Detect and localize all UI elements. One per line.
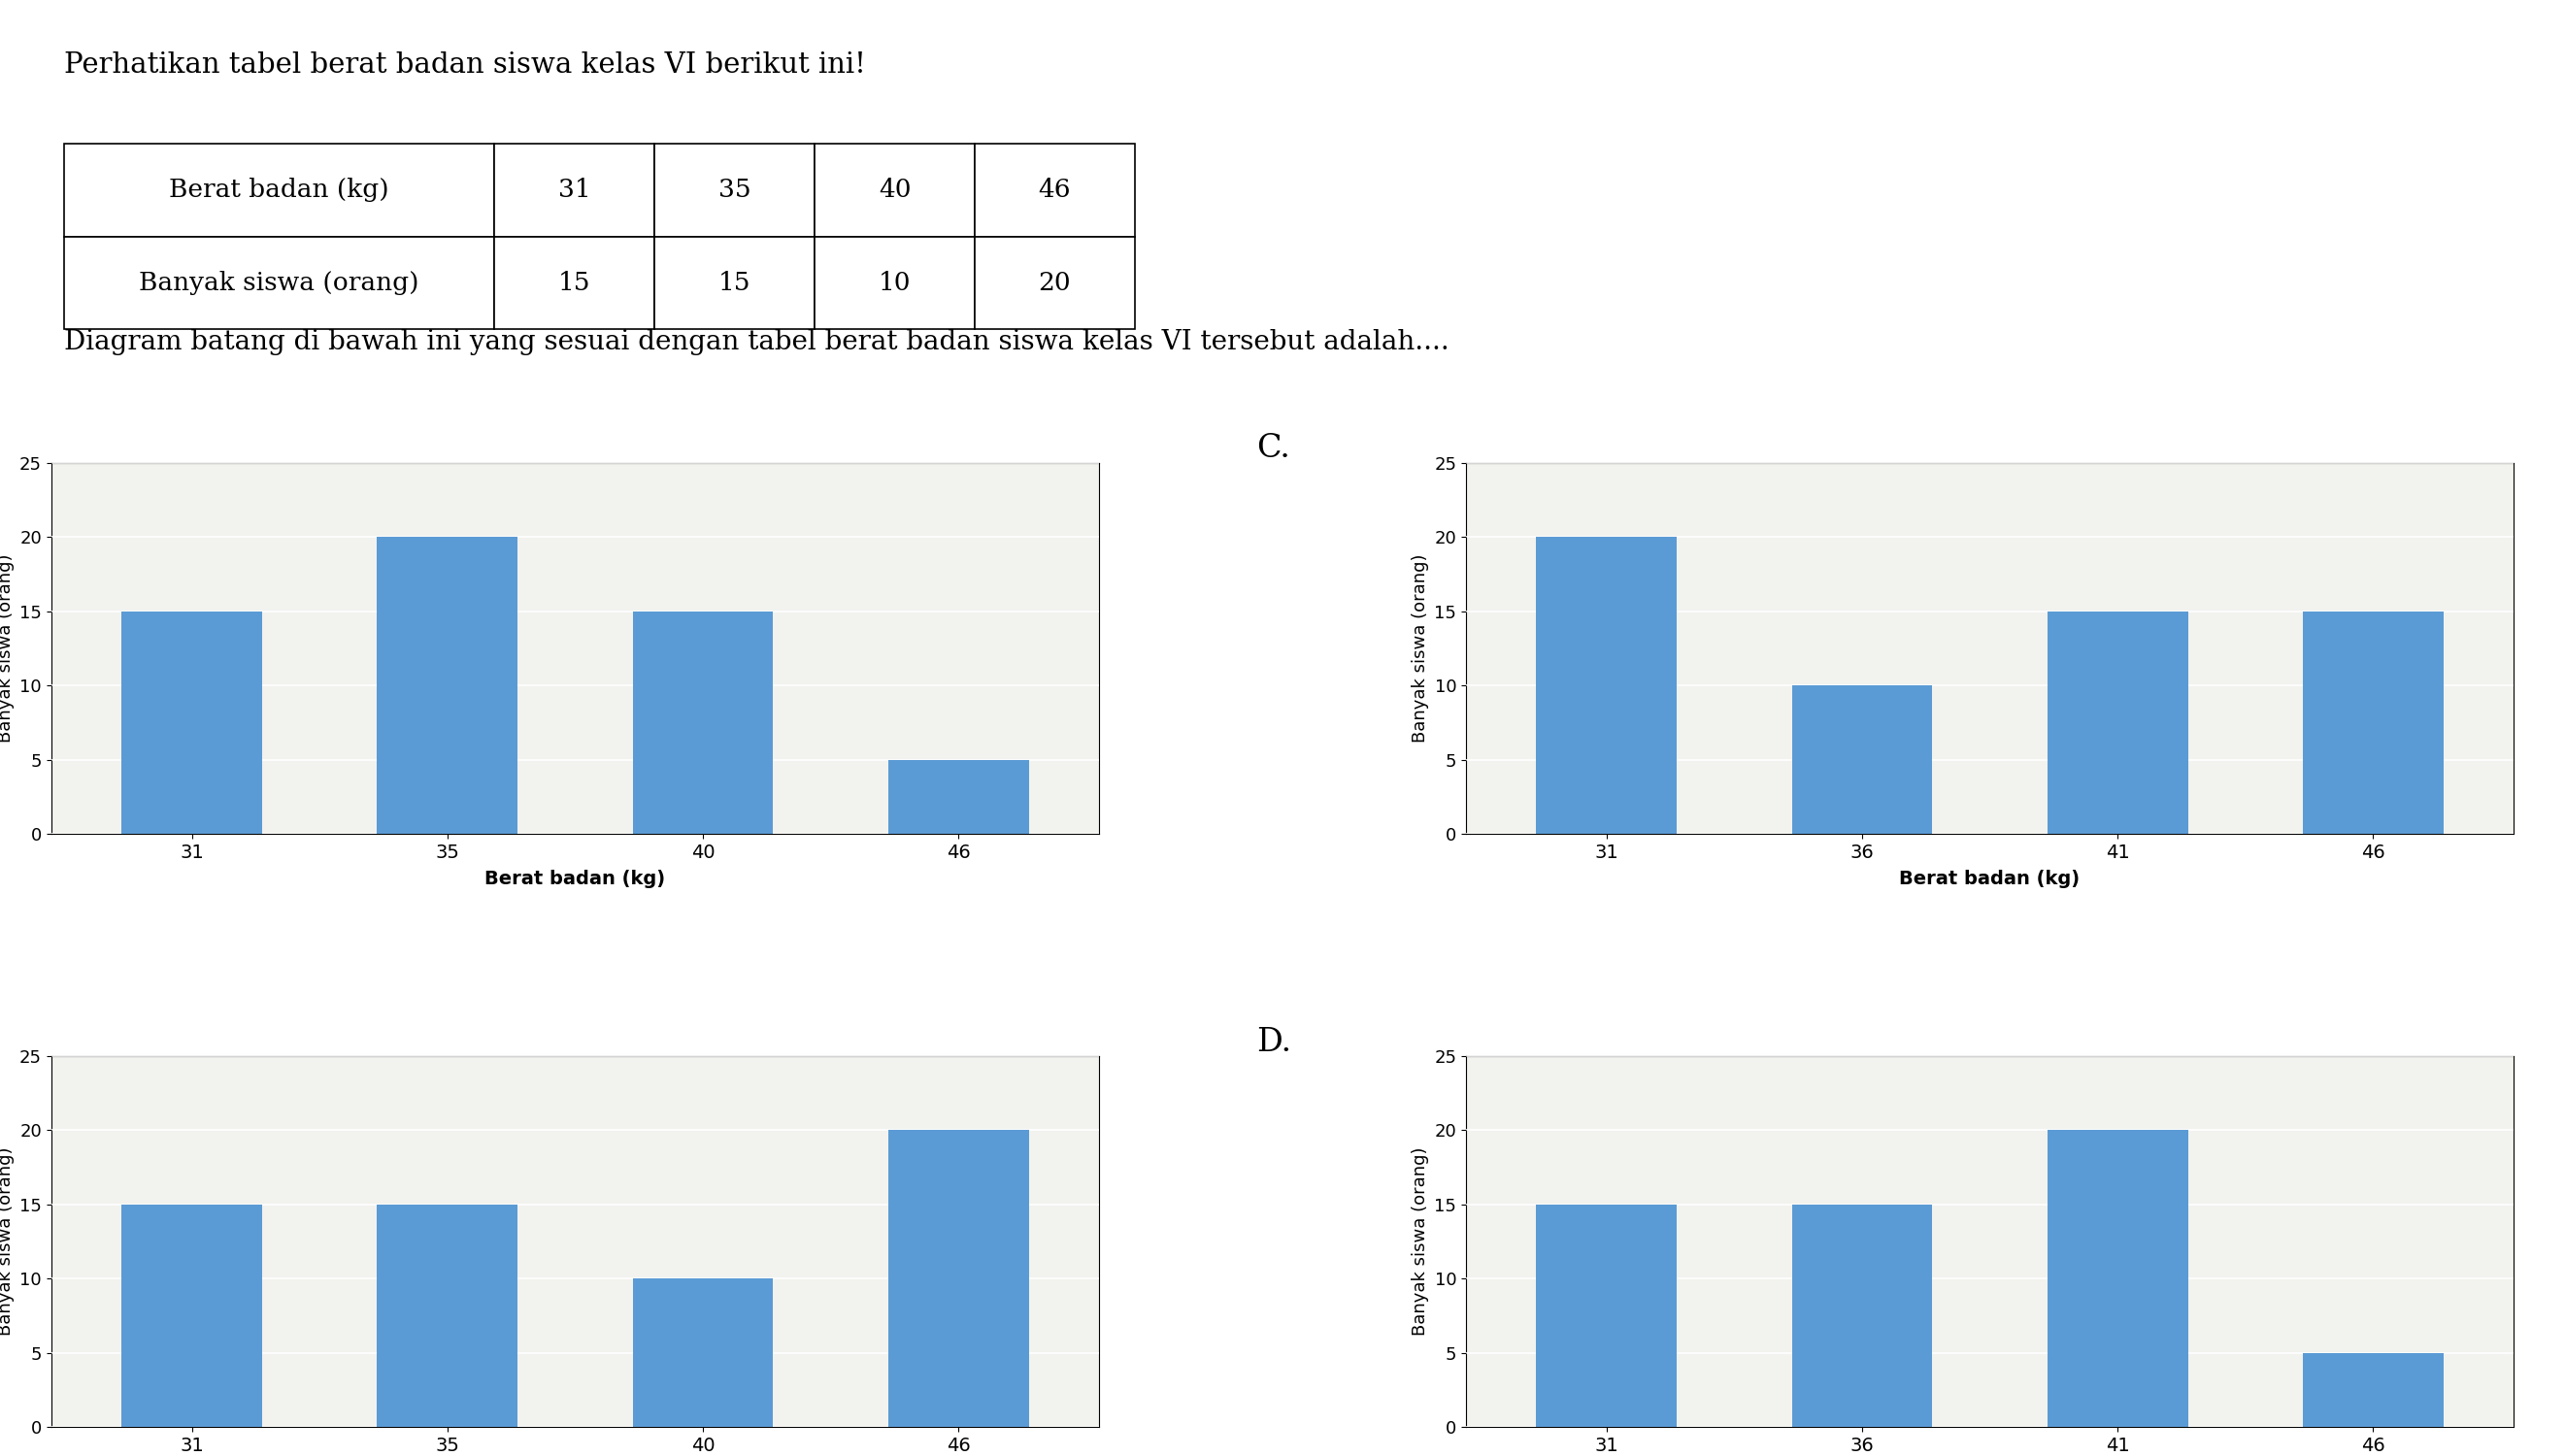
- Bar: [495, 236, 654, 329]
- Text: 35: 35: [718, 178, 752, 202]
- Y-axis label: Banyak siswa (orang): Banyak siswa (orang): [1411, 553, 1429, 743]
- Bar: [1793, 686, 1931, 834]
- Text: Berat badan (kg): Berat badan (kg): [169, 178, 390, 202]
- Text: 20: 20: [1039, 271, 1072, 296]
- Bar: [2047, 612, 2188, 834]
- X-axis label: Berat badan (kg): Berat badan (kg): [1901, 869, 2080, 888]
- Bar: [634, 1278, 772, 1427]
- Bar: [377, 1204, 518, 1427]
- Text: Diagram batang di bawah ini yang sesuai dengan tabel berat badan siswa kelas VI : Diagram batang di bawah ini yang sesuai …: [64, 329, 1449, 355]
- Bar: [654, 236, 816, 329]
- Text: C.: C.: [1257, 434, 1290, 464]
- Text: 15: 15: [718, 271, 752, 296]
- Bar: [654, 144, 816, 236]
- Text: Perhatikan tabel berat badan siswa kelas VI berikut ini!: Perhatikan tabel berat badan siswa kelas…: [64, 51, 864, 79]
- Bar: [816, 236, 975, 329]
- Bar: [2303, 612, 2444, 834]
- Text: 31: 31: [559, 178, 590, 202]
- Bar: [634, 612, 772, 834]
- Bar: [377, 537, 518, 834]
- Bar: [1536, 537, 1678, 834]
- Bar: [64, 144, 495, 236]
- X-axis label: Berat badan (kg): Berat badan (kg): [485, 869, 664, 888]
- Text: 10: 10: [877, 271, 911, 296]
- Y-axis label: Banyak siswa (orang): Banyak siswa (orang): [0, 1147, 15, 1337]
- Text: Banyak siswa (orang): Banyak siswa (orang): [139, 271, 418, 296]
- Bar: [887, 760, 1029, 834]
- Bar: [121, 1204, 262, 1427]
- Bar: [2047, 1130, 2188, 1427]
- Text: D.: D.: [1257, 1026, 1290, 1057]
- Text: 40: 40: [877, 178, 911, 202]
- Bar: [2303, 1353, 2444, 1427]
- Y-axis label: Banyak siswa (orang): Banyak siswa (orang): [0, 553, 15, 743]
- Text: 46: 46: [1039, 178, 1072, 202]
- Bar: [816, 144, 975, 236]
- Text: 15: 15: [559, 271, 590, 296]
- Y-axis label: Banyak siswa (orang): Banyak siswa (orang): [1411, 1147, 1429, 1337]
- Bar: [64, 236, 495, 329]
- Bar: [1793, 1204, 1931, 1427]
- Bar: [495, 144, 654, 236]
- Bar: [975, 144, 1134, 236]
- Bar: [121, 612, 262, 834]
- Bar: [1536, 1204, 1678, 1427]
- Bar: [887, 1130, 1029, 1427]
- Bar: [975, 236, 1134, 329]
